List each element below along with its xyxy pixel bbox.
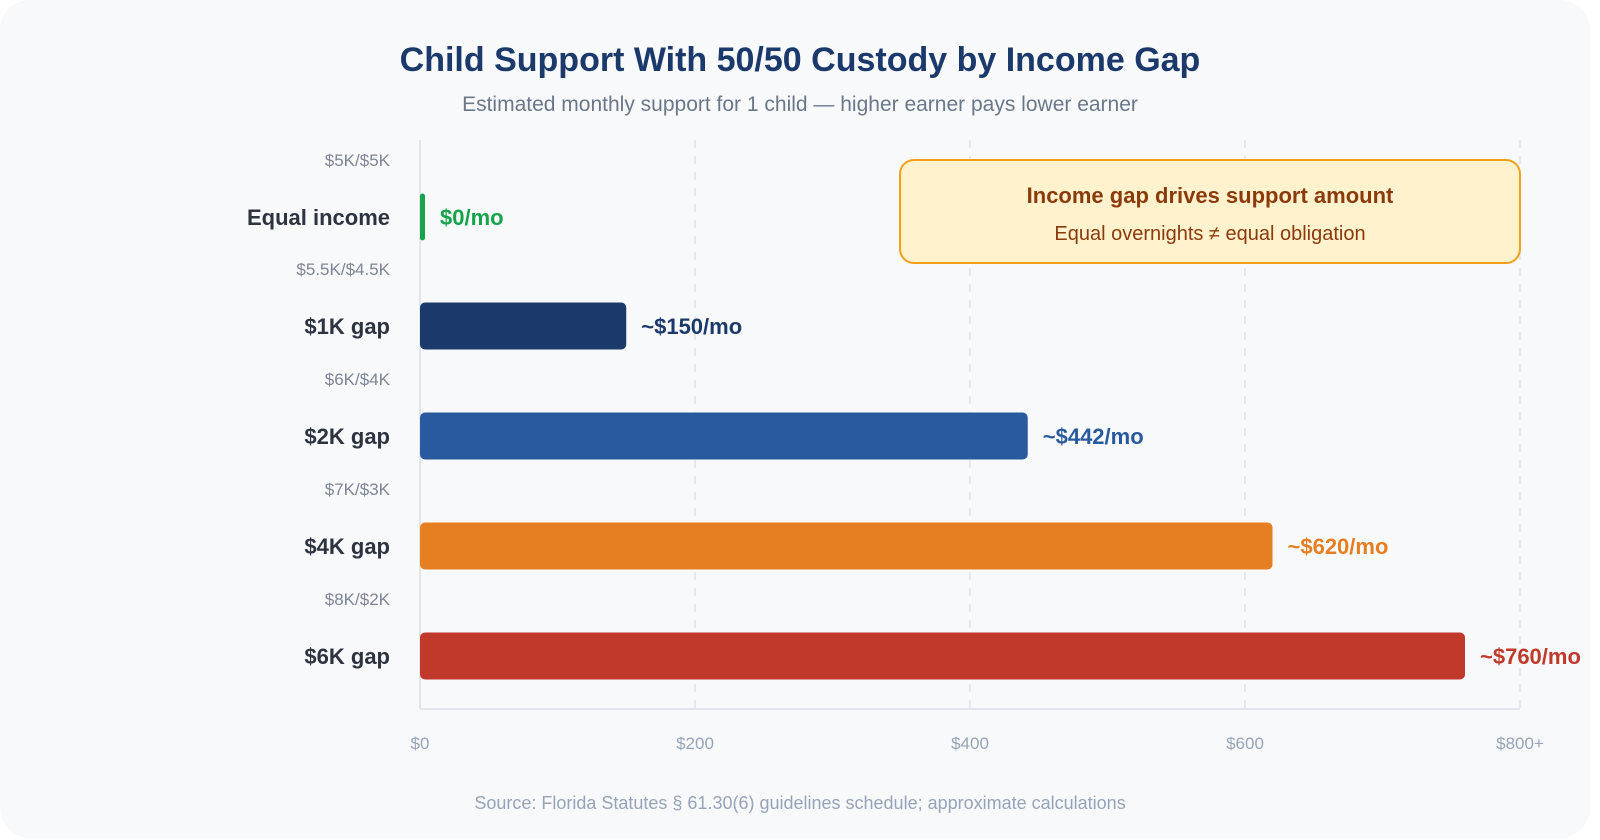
source-note: Source: Florida Statutes § 61.30(6) guid… (474, 793, 1125, 813)
income-split-label: $5K/$5K (325, 151, 391, 170)
category-label: $6K gap (304, 644, 390, 669)
x-tick-label: $800+ (1496, 734, 1544, 753)
value-label: ~$760/mo (1480, 644, 1581, 669)
category-label: $4K gap (304, 534, 390, 559)
category-label: Equal income (247, 205, 390, 230)
chart-title: Child Support With 50/50 Custody by Inco… (400, 41, 1201, 79)
callout-title: Income gap drives support amount (1027, 183, 1394, 208)
x-tick-label: $600 (1226, 734, 1264, 753)
bar (420, 632, 1465, 680)
callout-box: Income gap drives support amount Equal o… (899, 159, 1521, 264)
value-label: ~$442/mo (1043, 424, 1144, 449)
x-tick-label: $400 (951, 734, 989, 753)
bar (420, 193, 425, 241)
income-split-label: $8K/$2K (325, 590, 391, 609)
category-label: $2K gap (304, 424, 390, 449)
bar (420, 302, 627, 350)
income-split-label: $5.5K/$4.5K (296, 260, 390, 279)
bar (420, 412, 1028, 460)
callout-text: Equal overnights ≠ equal obligation (1054, 223, 1365, 245)
category-label: $1K gap (304, 314, 390, 339)
income-split-label: $6K/$4K (325, 370, 391, 389)
value-label: ~$150/mo (641, 314, 742, 339)
value-label: ~$620/mo (1288, 534, 1389, 559)
x-tick-label: $0 (411, 734, 430, 753)
income-split-label: $7K/$3K (325, 480, 391, 499)
x-tick-label: $200 (676, 734, 714, 753)
value-label: $0/mo (440, 205, 504, 230)
bar (420, 522, 1273, 570)
chart-subtitle: Estimated monthly support for 1 child — … (462, 93, 1138, 116)
